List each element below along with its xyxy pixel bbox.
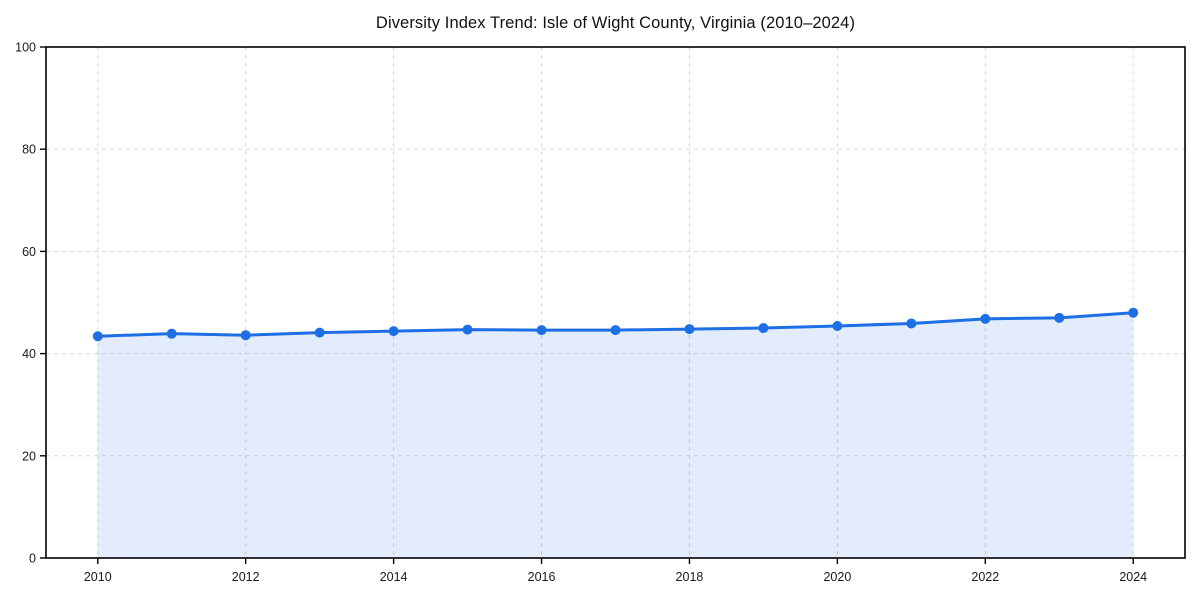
x-tick-label: 2020: [823, 570, 851, 584]
x-tick-label: 2016: [528, 570, 556, 584]
data-point: [536, 325, 547, 336]
plot-area: 2010 2012 2014 2016 2018 2020 2022 2024 0 20 40 60 8…: [15, 41, 1186, 584]
data-point: [1054, 312, 1065, 323]
data-point: [92, 331, 103, 342]
plot-border: [45, 46, 1186, 559]
data-point: [388, 326, 399, 337]
y-tick-label: 80: [22, 143, 36, 157]
x-tick-label: 2012: [232, 570, 260, 584]
data-point: [980, 313, 991, 324]
data-point: [462, 324, 473, 335]
data-point: [684, 324, 695, 335]
data-point: [610, 325, 621, 336]
y-tick-label: 20: [22, 449, 36, 463]
data-point: [758, 323, 769, 334]
x-tick-label: 2014: [380, 570, 408, 584]
x-tick-label: 2018: [676, 570, 704, 584]
x-tick-label: 2024: [1119, 570, 1147, 584]
y-tick-label: 40: [22, 347, 36, 361]
chart-title: Diversity Index Trend: Isle of Wight Cou…: [375, 14, 856, 32]
data-point: [906, 318, 917, 329]
data-point: [240, 330, 251, 341]
y-tick-label: 60: [22, 245, 36, 259]
y-tick-label: 100: [15, 41, 36, 55]
x-tick-label: 2022: [971, 570, 999, 584]
data-point: [832, 321, 843, 332]
x-tick-label: 2010: [84, 570, 112, 584]
data-point: [314, 327, 325, 338]
area-fill: [97, 312, 1134, 558]
data-point: [166, 328, 177, 339]
data-point: [1128, 307, 1139, 318]
y-tick-label: 0: [29, 552, 36, 566]
